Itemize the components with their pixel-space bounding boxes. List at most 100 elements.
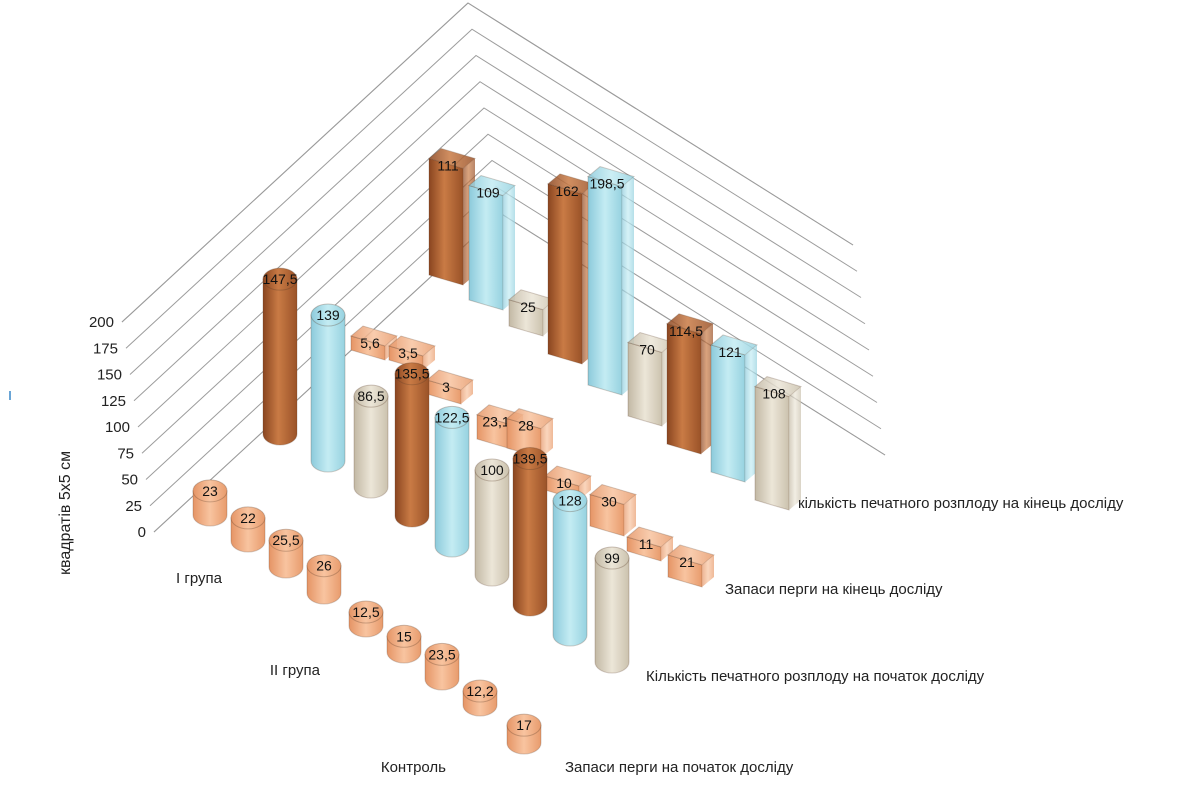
data-label: 23 — [202, 483, 218, 499]
bar: 99 — [594, 546, 630, 674]
bar-top — [462, 679, 498, 703]
bar-body — [262, 278, 298, 446]
bar-side — [624, 494, 636, 536]
data-label: 122,5 — [434, 409, 469, 425]
y-tick-label: 75 — [117, 445, 134, 462]
bar: 121 — [709, 334, 759, 483]
gridline — [125, 28, 858, 349]
data-label: 100 — [480, 462, 504, 478]
bar-side — [789, 386, 801, 510]
bar-body — [754, 385, 790, 511]
data-label: 198,5 — [589, 176, 624, 192]
bar-side — [461, 380, 473, 404]
data-label: 12,2 — [466, 683, 493, 699]
bar: 11 — [625, 526, 675, 562]
bar-side — [661, 537, 673, 561]
data-label: 135,5 — [394, 366, 429, 382]
bar: 30 — [588, 483, 638, 537]
data-label: 26 — [316, 558, 332, 574]
series-labels: Запаси перги на початок досліду Кількіст… — [565, 495, 1124, 776]
y-tick-label: 125 — [101, 393, 126, 410]
bar-body — [394, 373, 430, 528]
bar-body — [666, 323, 702, 455]
bar: 23,5 — [424, 642, 460, 691]
data-label: 109 — [476, 185, 500, 201]
bar: 23 — [192, 479, 228, 527]
data-label: 162 — [555, 183, 579, 199]
gridline — [137, 107, 870, 428]
bar: 108 — [753, 376, 803, 511]
y-tick-label: 100 — [105, 419, 130, 436]
series-label-1: Запаси перги на початок досліду — [565, 759, 794, 776]
bar-top — [386, 624, 422, 648]
bar-top — [474, 458, 510, 482]
series-label-4: кількість печатного розплоду на кінець д… — [798, 495, 1124, 512]
bar-body — [468, 184, 504, 311]
y-tick-label: 25 — [125, 498, 142, 515]
bar-body — [547, 183, 583, 365]
bar-top — [268, 528, 304, 552]
bar-body — [474, 469, 510, 587]
y-axis-ticks: 0 25 50 75 100 125 150 175 200 — [89, 314, 146, 541]
bar: 12,2 — [462, 679, 498, 717]
series-label-3: Запаси перги на кінець досліду — [725, 581, 943, 598]
bar: 135,5 — [394, 362, 430, 528]
y-tick-label: 150 — [97, 367, 122, 384]
bar: 15 — [386, 624, 422, 664]
data-label: 30 — [601, 494, 617, 510]
data-label: 114,5 — [669, 323, 703, 339]
bar-side — [541, 418, 553, 458]
bar: 111 — [427, 147, 477, 286]
data-label: 5,6 — [360, 335, 380, 351]
data-label: 15 — [396, 628, 412, 644]
bar-body — [306, 565, 342, 605]
bar-body — [428, 157, 464, 286]
bar-top — [394, 362, 430, 386]
bar: 21 — [666, 544, 716, 588]
y-tick-label: 175 — [93, 340, 118, 357]
data-label: 99 — [604, 550, 620, 566]
y-tick-label: 50 — [121, 472, 138, 489]
bar: 26 — [306, 554, 342, 605]
bar-top — [192, 479, 228, 503]
data-label: 70 — [639, 342, 655, 358]
bar-body — [512, 458, 548, 617]
data-label: 23,5 — [428, 646, 455, 662]
bar: 162 — [546, 173, 596, 365]
gridline — [121, 2, 854, 323]
bar: 100 — [474, 458, 510, 587]
category-labels: І група ІІ група Контроль — [176, 570, 446, 776]
data-label: 147,5 — [262, 271, 297, 287]
bar: 147,5 — [262, 267, 298, 446]
bar: 17 — [506, 713, 542, 755]
bar: 12,5 — [348, 600, 384, 638]
data-label: 121 — [718, 344, 742, 360]
data-label: 23,1 — [482, 414, 509, 430]
bar-top — [506, 713, 542, 737]
category-label-control: Контроль — [381, 759, 446, 776]
data-label: 139,5 — [512, 451, 547, 467]
gridline — [133, 81, 866, 402]
bar: 22 — [230, 506, 266, 553]
data-label: 12,5 — [352, 604, 379, 620]
data-label: 22 — [240, 510, 256, 526]
gridline — [145, 159, 878, 480]
y-axis-title: квадратів 5х5 см — [57, 451, 74, 575]
bar: 109 — [467, 174, 517, 311]
data-label: 11 — [639, 536, 654, 552]
data-label: 3,5 — [398, 345, 418, 361]
bar: 122,5 — [434, 405, 470, 558]
bar-body — [594, 557, 630, 674]
bar: 86,5 — [353, 384, 389, 499]
category-label-group-1: І група — [176, 570, 223, 587]
data-label: 28 — [518, 418, 534, 434]
category-label-group-2: ІІ група — [270, 662, 321, 679]
data-label: 10 — [556, 475, 572, 491]
y-axis-marker — [9, 391, 11, 400]
y-tick-label: 0 — [138, 524, 146, 541]
data-label: 111 — [437, 157, 458, 173]
bar: 139 — [310, 303, 346, 473]
data-label: 17 — [516, 717, 532, 733]
bar-body — [587, 175, 623, 396]
bars: 111 109 25 162 198,5 70 114,5 121 108 5,6 3,5 3 23,1… — [192, 147, 803, 755]
